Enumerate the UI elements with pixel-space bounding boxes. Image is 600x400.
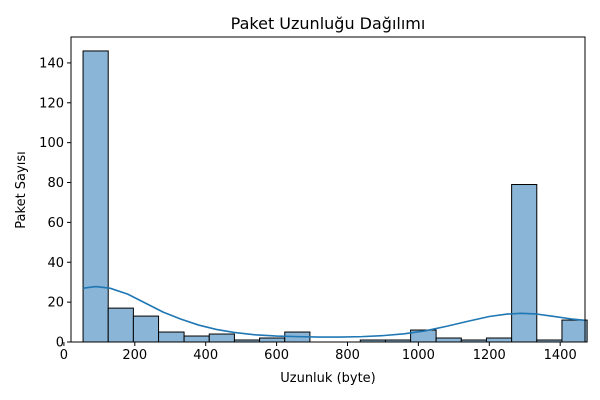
histogram-bar-2: [132, 315, 160, 343]
histogram-bar-0: [82, 50, 109, 343]
y-tick-label: 120: [39, 96, 64, 111]
x-tick-label: 1000: [402, 348, 435, 363]
histogram-bar-5: [208, 333, 235, 343]
histogram-bar-19: [561, 319, 588, 343]
histogram-bar-14: [435, 337, 462, 343]
chart-title: Paket Uzunluğu Dağılımı: [231, 14, 426, 33]
x-tick-label: 1400: [544, 348, 577, 363]
histogram-bar-3: [158, 331, 185, 343]
y-tick-label: 20: [47, 296, 64, 311]
x-axis: 0 200 400 600 800 1000 1200 1400: [60, 342, 577, 363]
histogram-bar-1: [107, 307, 134, 343]
y-tick-label: 100: [39, 136, 64, 151]
histogram-bar-16: [485, 337, 513, 343]
y-tick-label: 80: [47, 176, 64, 191]
x-tick-label: 600: [264, 348, 289, 363]
bars-group: [82, 50, 588, 343]
histogram-bar-7: [259, 337, 286, 343]
x-axis-label: Uzunluk (byte): [280, 371, 376, 386]
x-tick-label: 800: [335, 348, 360, 363]
y-tick-label: 140: [39, 56, 64, 71]
kde-line: [82, 285, 586, 338]
y-axis: 0 20 40 60 80 100 120 140: [39, 56, 71, 351]
y-tick-label: 40: [47, 256, 64, 271]
x-tick-label: 200: [122, 348, 147, 363]
x-tick-label: 1200: [473, 348, 506, 363]
y-axis-label: Paket Sayısı: [14, 151, 29, 228]
x-tick-label: 0: [60, 348, 68, 363]
y-tick-label: 0: [56, 336, 64, 351]
x-tick-label: 400: [193, 348, 218, 363]
histogram-bar-4: [183, 335, 210, 343]
histogram-bar-17: [511, 184, 538, 343]
plot-frame: [70, 36, 586, 343]
y-tick-label: 60: [47, 216, 64, 231]
